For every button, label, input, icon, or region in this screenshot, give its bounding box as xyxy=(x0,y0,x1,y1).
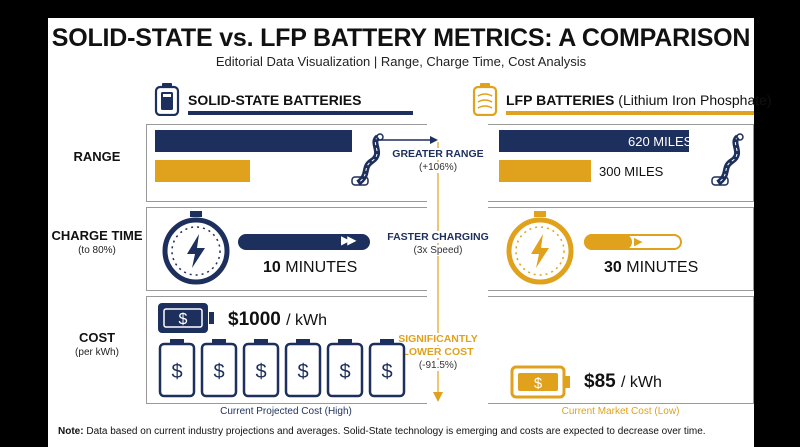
lower-cost-title-1: SIGNIFICANTLY xyxy=(384,333,492,345)
dollar-battery-icon: $ xyxy=(158,303,214,333)
solid-state-charge-number: 10 xyxy=(263,259,281,276)
charge-row-sub: (to 80%) xyxy=(78,245,116,256)
road-car-icon xyxy=(711,133,744,186)
road-car-icon xyxy=(351,133,384,186)
infographic: SOLID-STATE vs. LFP BATTERY METRICS: A C… xyxy=(48,18,772,447)
lfp-cost-number: $85 xyxy=(584,371,616,392)
solid-state-cost-value: $1000 / kWh xyxy=(228,309,327,331)
cost-row-label: COST xyxy=(78,330,116,345)
battery-stack-icon: $ $ $ $ $ $ xyxy=(158,339,406,398)
lfp-range-high-label: 620 MILES xyxy=(628,134,693,149)
svg-text:$: $ xyxy=(213,361,224,383)
lfp-column-title: LFP BATTERIES (Lithium Iron Phosphate) xyxy=(506,92,772,108)
lfp-charge-value: 30 MINUTES xyxy=(604,259,698,277)
lfp-underline xyxy=(506,111,754,115)
svg-text:$: $ xyxy=(255,361,266,383)
lfp-charge-bar-fill xyxy=(584,234,632,250)
cost-row-sub: (per kWh) xyxy=(75,347,119,358)
charge-row-label: CHARGE TIME xyxy=(51,228,143,243)
svg-text:$: $ xyxy=(171,361,182,383)
solid-state-column-title: SOLID-STATE BATTERIES xyxy=(188,92,362,108)
solid-state-stopwatch-icon xyxy=(162,211,230,285)
greater-range-sub: (+106%) xyxy=(384,162,492,173)
solid-state-underline xyxy=(188,111,413,115)
lfp-charge-unit: MINUTES xyxy=(626,259,699,276)
solid-state-charge-bar xyxy=(238,234,370,250)
lfp-battery-icon xyxy=(472,83,498,116)
lfp-dollar-battery-icon: $ xyxy=(510,365,570,399)
range-connector-arrow xyxy=(378,136,438,144)
range-row-label: RANGE xyxy=(73,149,121,164)
lfp-cost-unit: / kWh xyxy=(620,374,662,391)
cost-left-frame xyxy=(146,296,427,404)
cost-right-frame xyxy=(488,296,754,404)
solid-state-charge-unit: MINUTES xyxy=(285,259,358,276)
footer-note: Note: Data based on current industry pro… xyxy=(58,426,706,437)
solid-state-range-bar-high xyxy=(155,130,352,152)
svg-text:$: $ xyxy=(339,361,350,383)
note-label: Note: xyxy=(58,426,84,437)
page-subtitle: Editorial Data Visualization | Range, Ch… xyxy=(215,54,587,69)
lfp-title-main: LFP BATTERIES xyxy=(506,92,615,108)
lfp-stopwatch-icon xyxy=(506,211,574,285)
note-text: Data based on current industry projectio… xyxy=(86,426,706,437)
charge-left-frame xyxy=(146,207,427,291)
charge-right-frame xyxy=(488,207,754,291)
svg-text:$: $ xyxy=(534,375,543,392)
solid-state-cost-unit: / kWh xyxy=(286,312,328,329)
svg-text:$: $ xyxy=(381,361,392,383)
greater-range-title: GREATER RANGE xyxy=(384,148,492,160)
solid-state-battery-icon xyxy=(154,83,180,116)
solid-state-range-bar-low xyxy=(155,160,250,182)
fast-forward-icon: ▶▶ xyxy=(341,233,357,247)
svg-text:$: $ xyxy=(297,361,308,383)
page-title: SOLID-STATE vs. LFP BATTERY METRICS: A C… xyxy=(51,24,751,52)
play-icon: ▶ xyxy=(634,236,643,248)
solid-state-charge-value: 10 MINUTES xyxy=(263,259,357,277)
lfp-range-bar-low xyxy=(499,160,591,182)
lower-cost-sub: (-91.5%) xyxy=(384,360,492,371)
range-right-frame xyxy=(488,124,754,202)
lfp-title-suffix: (Lithium Iron Phosphate) xyxy=(618,92,772,108)
lfp-cost-caption: Current Market Cost (Low) xyxy=(561,406,680,417)
faster-charging-title: FASTER CHARGING xyxy=(384,231,492,243)
svg-text:$: $ xyxy=(179,311,188,328)
lfp-range-bar-high xyxy=(499,130,689,152)
lfp-range-low-label: 300 MILES xyxy=(599,164,664,179)
solid-state-cost-caption: Current Projected Cost (High) xyxy=(220,406,352,417)
lower-cost-title-2: LOWER COST xyxy=(384,346,492,358)
lfp-cost-value: $85 / kWh xyxy=(584,371,662,393)
range-left-frame xyxy=(146,124,427,202)
faster-charging-sub: (3x Speed) xyxy=(384,245,492,256)
solid-state-cost-number: $1000 xyxy=(228,309,281,330)
lfp-charge-number: 30 xyxy=(604,259,622,276)
